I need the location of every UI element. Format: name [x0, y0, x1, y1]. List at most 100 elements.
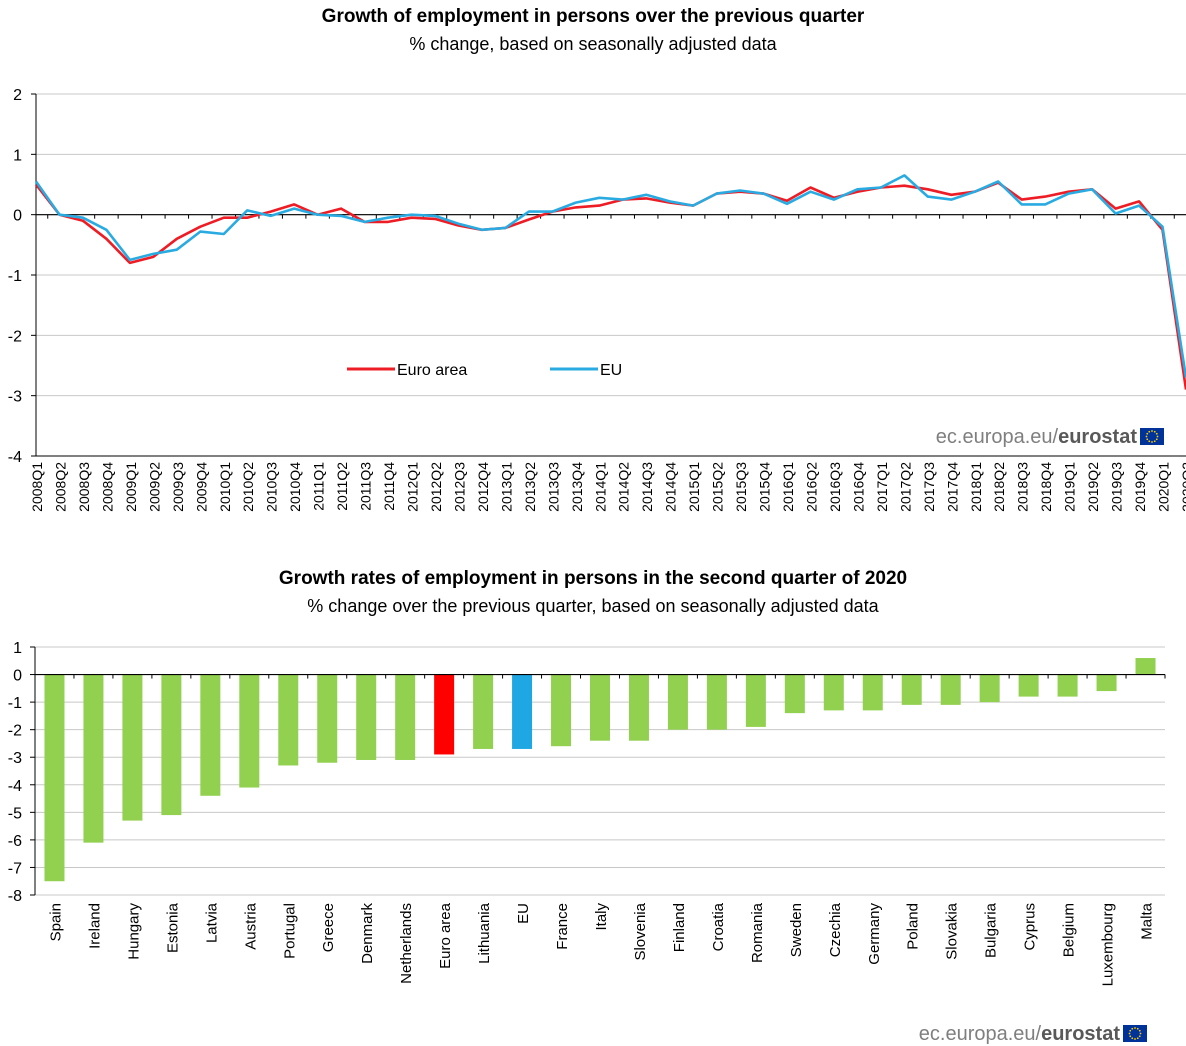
x-tick-label: Bulgaria — [983, 902, 1000, 958]
bar — [784, 674, 805, 714]
bar — [745, 674, 766, 727]
bar — [278, 674, 299, 766]
bar-chart-title: Growth rates of employment in persons in… — [278, 568, 908, 589]
y-tick-label: -1 — [8, 695, 22, 712]
y-tick-label: -5 — [8, 805, 22, 822]
x-tick-label: Luxembourg — [1100, 903, 1117, 986]
x-tick-label: 2011Q3 — [358, 462, 374, 511]
bar — [940, 674, 961, 705]
bar — [979, 674, 1000, 703]
x-tick-label: 2018Q3 — [1015, 462, 1031, 512]
bar — [628, 674, 649, 741]
x-tick-label: 2011Q2 — [334, 462, 350, 511]
x-tick-label: Slovakia — [944, 902, 961, 959]
x-tick-label: 2020Q2 — [1179, 462, 1186, 512]
x-tick-label: 2013Q4 — [569, 462, 585, 512]
x-tick-label: Netherlands — [398, 903, 415, 984]
x-tick-label: 2008Q3 — [76, 462, 92, 512]
x-tick-label: Spain — [47, 903, 64, 941]
bar — [356, 674, 377, 760]
x-tick-label: 2009Q4 — [193, 462, 209, 512]
bar — [1018, 674, 1039, 697]
x-tick-label: 2011Q4 — [381, 462, 397, 511]
x-tick-label: Hungary — [125, 903, 142, 960]
bar — [434, 674, 455, 755]
x-tick-label: 2012Q1 — [405, 462, 421, 512]
bar — [200, 674, 221, 796]
y-tick-label: 2 — [13, 87, 22, 104]
x-tick-label: Latvia — [203, 902, 220, 943]
y-tick-label: -3 — [8, 750, 22, 767]
legend-label: Euro area — [397, 362, 467, 379]
bar-chart-subtitle: % change over the previous quarter, base… — [307, 596, 879, 616]
x-tick-label: 2016Q3 — [827, 462, 843, 512]
x-tick-label: 2014Q3 — [639, 462, 655, 512]
x-tick-label: Lithuania — [476, 902, 493, 964]
y-tick-label: -2 — [8, 723, 22, 740]
eu-flag-star — [1148, 440, 1151, 443]
eu-flag-star — [1145, 435, 1148, 438]
x-tick-label: 2015Q3 — [733, 462, 749, 512]
bar — [473, 674, 494, 749]
y-tick-label: -8 — [8, 888, 22, 905]
series-line-eu — [34, 174, 1186, 378]
x-tick-label: 2017Q2 — [897, 462, 913, 512]
line-chart: -4 -3 -2 -1 0 1 2 2008Q1 2008Q2 2008Q3 2008Q4 2009Q… — [8, 87, 1186, 512]
eu-flag-star — [1151, 430, 1153, 432]
eu-flag-star — [1155, 438, 1158, 441]
x-tick-label: Estonia — [164, 902, 181, 953]
eu-flag-icon — [1123, 1025, 1147, 1042]
x-tick-label: 2012Q4 — [475, 462, 491, 512]
x-tick-label: Italy — [593, 903, 610, 931]
x-tick-label: Germany — [866, 903, 883, 965]
eu-flag-star — [1129, 1035, 1132, 1038]
bar — [83, 674, 104, 843]
x-tick-label: 2013Q1 — [498, 462, 514, 512]
x-tick-label: Euro area — [437, 902, 454, 969]
y-tick-label: 0 — [13, 668, 22, 685]
bar — [239, 674, 260, 788]
bar — [590, 674, 610, 741]
eu-flag-star — [1146, 432, 1149, 435]
x-tick-label: EU — [515, 903, 532, 924]
eu-flag-star — [1153, 430, 1156, 433]
bar — [901, 674, 922, 705]
bar — [395, 674, 416, 760]
x-tick-label: Malta — [1139, 902, 1156, 939]
eu-flag-star — [1131, 1037, 1134, 1040]
eu-flag-star — [1146, 438, 1149, 441]
x-tick-label: 2019Q4 — [1132, 462, 1148, 512]
y-tick-label: -7 — [8, 860, 22, 877]
x-tick-label: Greece — [320, 903, 337, 952]
x-tick-label: Austria — [242, 902, 259, 949]
legend-label: EU — [600, 362, 622, 379]
x-tick-label: 2010Q1 — [217, 462, 233, 512]
y-tick-label: -1 — [8, 268, 22, 285]
x-tick-label: 2013Q3 — [545, 462, 561, 512]
eu-flag-star — [1136, 1027, 1139, 1030]
x-tick-label: 2018Q1 — [968, 462, 984, 512]
x-tick-label: France — [554, 903, 571, 950]
eu-flag-star — [1148, 430, 1151, 433]
y-tick-label: -4 — [8, 778, 22, 795]
x-tick-label: 2016Q1 — [780, 462, 796, 512]
x-tick-label: Romania — [749, 902, 766, 963]
x-tick-label: 2017Q3 — [921, 462, 937, 512]
x-tick-label: 2011Q1 — [311, 462, 327, 511]
x-tick-label: 2008Q1 — [29, 462, 45, 512]
bar — [706, 674, 727, 730]
x-tick-label: 2012Q3 — [451, 462, 467, 512]
y-tick-label: -3 — [8, 389, 22, 406]
y-tick-label: -2 — [8, 328, 22, 345]
y-tick-label: 0 — [13, 208, 22, 225]
bar — [1096, 674, 1117, 692]
x-tick-label: 2016Q4 — [850, 462, 866, 512]
x-tick-label: 2019Q3 — [1109, 462, 1125, 512]
x-tick-label: 2010Q3 — [264, 462, 280, 512]
eu-flag-star — [1134, 1038, 1136, 1040]
logo-eurostat: eurostat — [1058, 426, 1137, 448]
x-tick-label: Czechia — [827, 902, 844, 957]
x-tick-label: Poland — [905, 903, 922, 950]
eu-flag-star — [1134, 1027, 1136, 1029]
